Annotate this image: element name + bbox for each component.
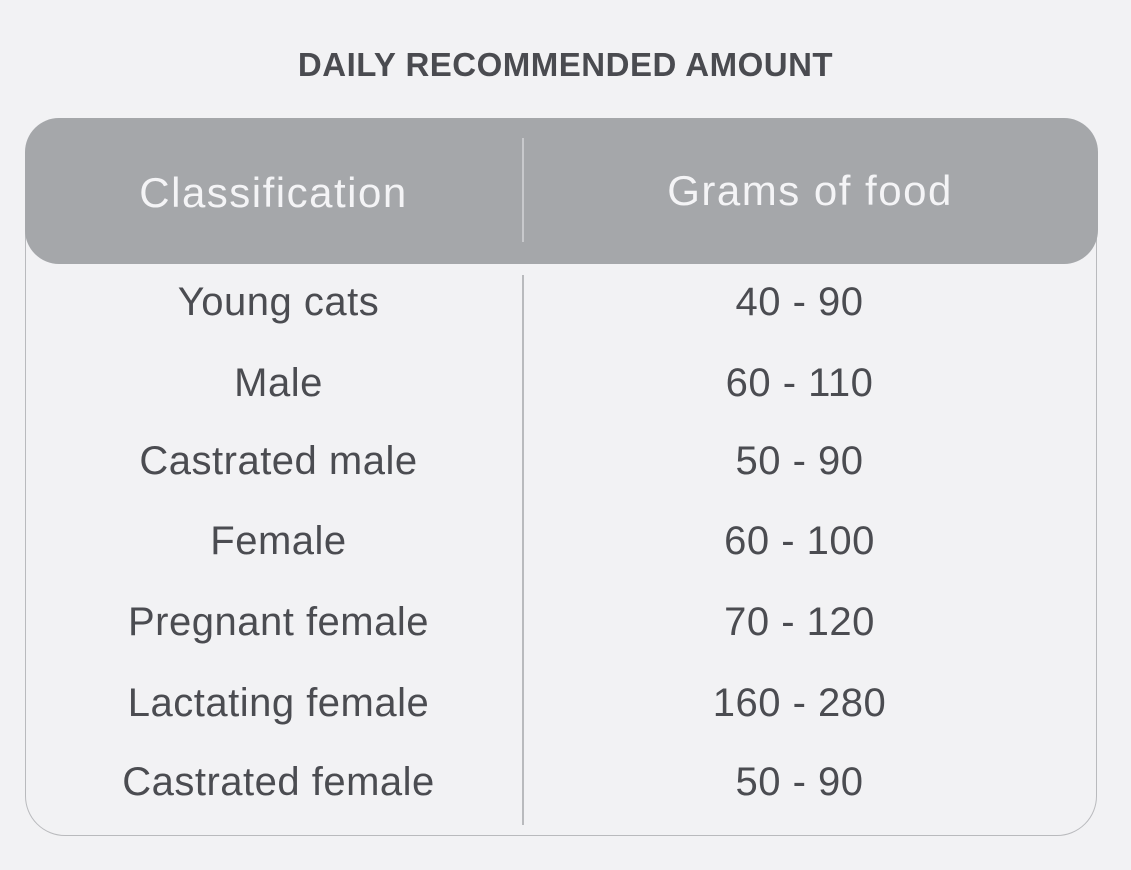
- grams-cell: 60 - 110: [725, 360, 874, 405]
- classification-cell: Castrated male: [139, 438, 418, 483]
- column-divider: [522, 275, 524, 825]
- classification-cell: Female: [210, 518, 347, 563]
- grams-cell: 50 - 90: [735, 438, 864, 483]
- classification-cell: Lactating female: [127, 680, 430, 725]
- table-row: Castrated male 50 - 90: [25, 431, 1098, 491]
- column-header-grams: Grams of food: [667, 167, 953, 214]
- grams-cell: 160 - 280: [712, 680, 887, 725]
- table-row: Pregnant female 70 - 120: [25, 592, 1098, 652]
- column-header-classification: Classification: [139, 169, 408, 216]
- table-header: Classification Grams of food: [25, 118, 1098, 264]
- table-row: Lactating female 160 - 280: [25, 673, 1098, 733]
- table-row: Male 60 - 110: [25, 353, 1098, 413]
- classification-cell: Pregnant female: [127, 599, 429, 644]
- header-divider: [522, 138, 524, 242]
- table-row: Young cats 40 - 90: [25, 272, 1098, 332]
- classification-cell: Male: [234, 360, 323, 405]
- grams-cell: 40 - 90: [735, 279, 864, 324]
- page-title: DAILY RECOMMENDED AMOUNT: [297, 46, 834, 83]
- grams-cell: 70 - 120: [724, 599, 875, 644]
- table-row: Female 60 - 100: [25, 511, 1098, 571]
- classification-cell: Young cats: [177, 279, 380, 324]
- grams-cell: 60 - 100: [724, 518, 875, 563]
- grams-cell: 50 - 90: [735, 759, 864, 804]
- table-row: Castrated female 50 - 90: [25, 752, 1098, 812]
- classification-cell: Castrated female: [122, 759, 435, 804]
